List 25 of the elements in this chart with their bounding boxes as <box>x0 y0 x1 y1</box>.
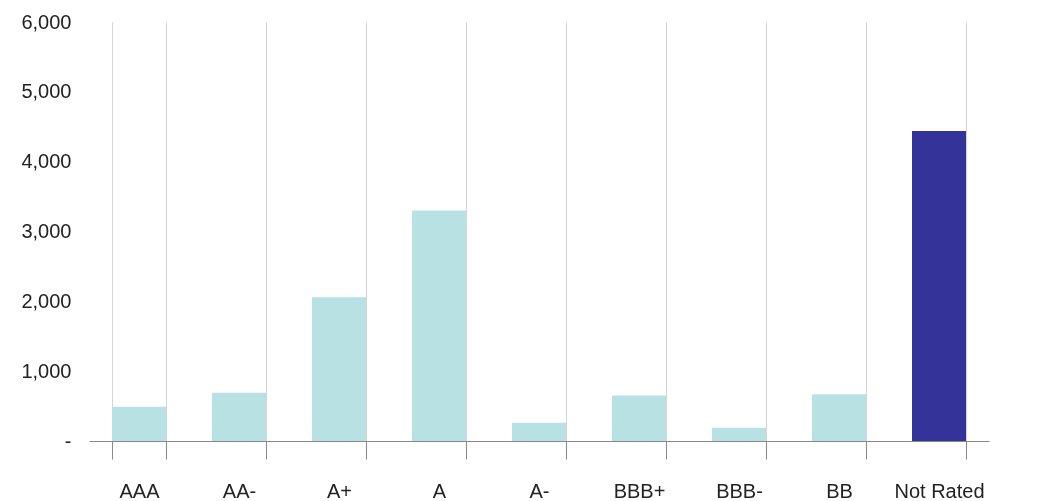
x-tick-label: A+ <box>326 479 353 501</box>
bar <box>112 406 166 441</box>
y-tick-label: 3,000 <box>21 220 72 242</box>
x-tick-label: BBB+ <box>613 479 666 501</box>
x-tick-label: A- <box>529 479 550 501</box>
x-tick-label: BB <box>826 479 853 501</box>
y-tick-label: 6,000 <box>21 10 72 33</box>
bar <box>512 422 566 441</box>
y-tick-label: 5,000 <box>21 80 72 103</box>
bar <box>312 297 366 441</box>
bar <box>612 395 666 441</box>
x-tick-label: BBB- <box>716 479 763 501</box>
y-tick-label: 2,000 <box>21 289 72 312</box>
x-tick-label: A <box>432 479 447 501</box>
bar <box>712 427 766 441</box>
y-tick-label: 1,000 <box>21 359 72 382</box>
y-tick-label: - <box>64 429 72 452</box>
bar <box>912 130 966 441</box>
y-tick-label: 4,000 <box>21 150 72 173</box>
x-tick-label: AA- <box>222 479 257 501</box>
bar <box>412 210 466 441</box>
x-tick-label: AAA <box>119 479 161 501</box>
bar <box>212 392 266 441</box>
x-tick-label: Not Rated <box>894 479 985 501</box>
bar <box>812 394 866 441</box>
